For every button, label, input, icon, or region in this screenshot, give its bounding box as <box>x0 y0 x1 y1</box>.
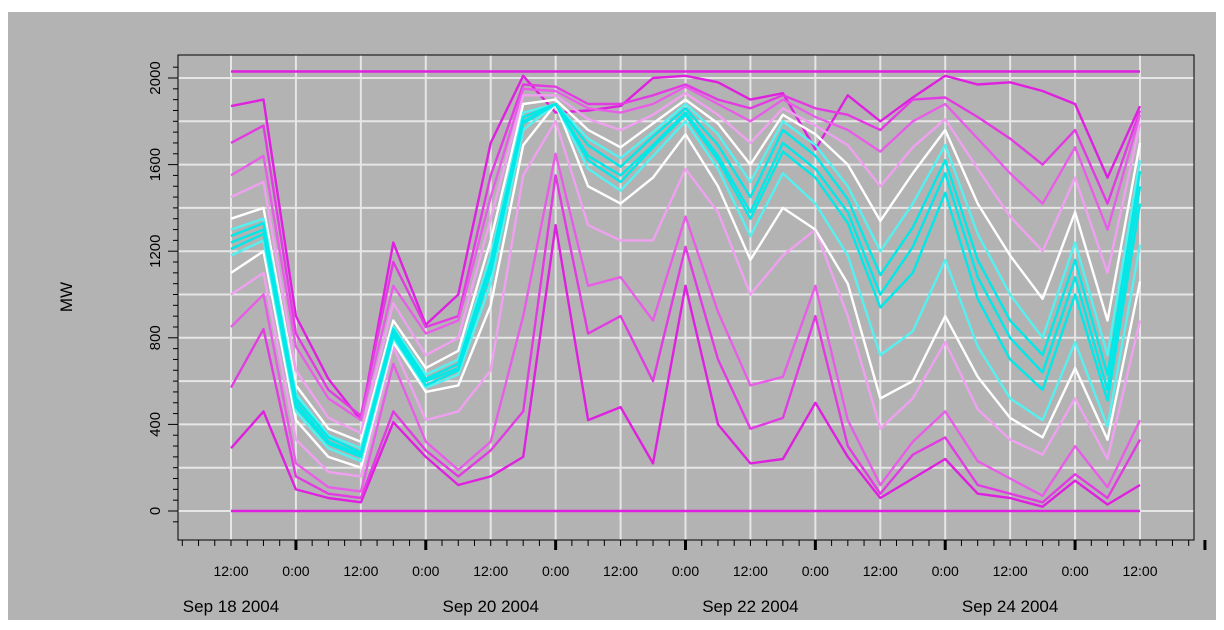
y-tick-label: 2000 <box>147 61 164 94</box>
y-tick-label: 800 <box>147 325 164 350</box>
x-tick-label: 0:00 <box>802 563 829 579</box>
x-date-label: Sep 18 2004 <box>183 597 279 616</box>
quantile-series-line <box>229 174 1142 504</box>
y-tick-label: 400 <box>147 412 164 437</box>
quantile-series-line <box>230 74 1142 422</box>
quantile-series-line <box>230 85 1142 422</box>
x-date-label: Sep 20 2004 <box>443 597 539 616</box>
x-tick-label: 0:00 <box>932 563 959 579</box>
axis-layer: 0 400 800 1200 1600 2000 12:00 0:00 12:00 0:00 12:… <box>147 54 1207 616</box>
quantile-series-line <box>230 102 1142 469</box>
y-tick-label: 0 <box>147 507 164 515</box>
x-tick-label: 12:00 <box>473 563 508 579</box>
x-tick-label: 12:00 <box>603 563 638 579</box>
x-tick-label: 0:00 <box>542 563 569 579</box>
quantile-series-line <box>230 102 1142 456</box>
x-date-label: Sep 24 2004 <box>962 597 1058 616</box>
bounds-layer <box>231 70 1140 513</box>
x-date-label: Sep 22 2004 <box>702 597 798 616</box>
y-tick-label: 1200 <box>147 235 164 268</box>
x-tick-label: 0:00 <box>412 563 439 579</box>
series-layer <box>229 74 1142 508</box>
quantile-series-line <box>230 91 1142 435</box>
quantile-series-line <box>230 152 1142 497</box>
x-tick-label: 12:00 <box>213 563 248 579</box>
x-tick-label: 12:00 <box>863 563 898 579</box>
x-tick-label: 12:00 <box>993 563 1028 579</box>
quantile-series-line <box>230 223 1141 508</box>
quantile-series-line <box>230 120 1142 478</box>
quantile-series-line <box>230 98 1142 443</box>
x-tick-label: 12:00 <box>343 563 378 579</box>
x-tick-label: 0:00 <box>1061 563 1088 579</box>
y-axis-title: MW <box>57 282 76 312</box>
x-tick-label: 12:00 <box>733 563 768 579</box>
quantile-series-line <box>230 83 1142 417</box>
y-tick-label: 1600 <box>147 148 164 181</box>
x-tick-label: 0:00 <box>672 563 699 579</box>
x-tick-label: 12:00 <box>1122 563 1157 579</box>
x-tick-label: 0:00 <box>282 563 309 579</box>
